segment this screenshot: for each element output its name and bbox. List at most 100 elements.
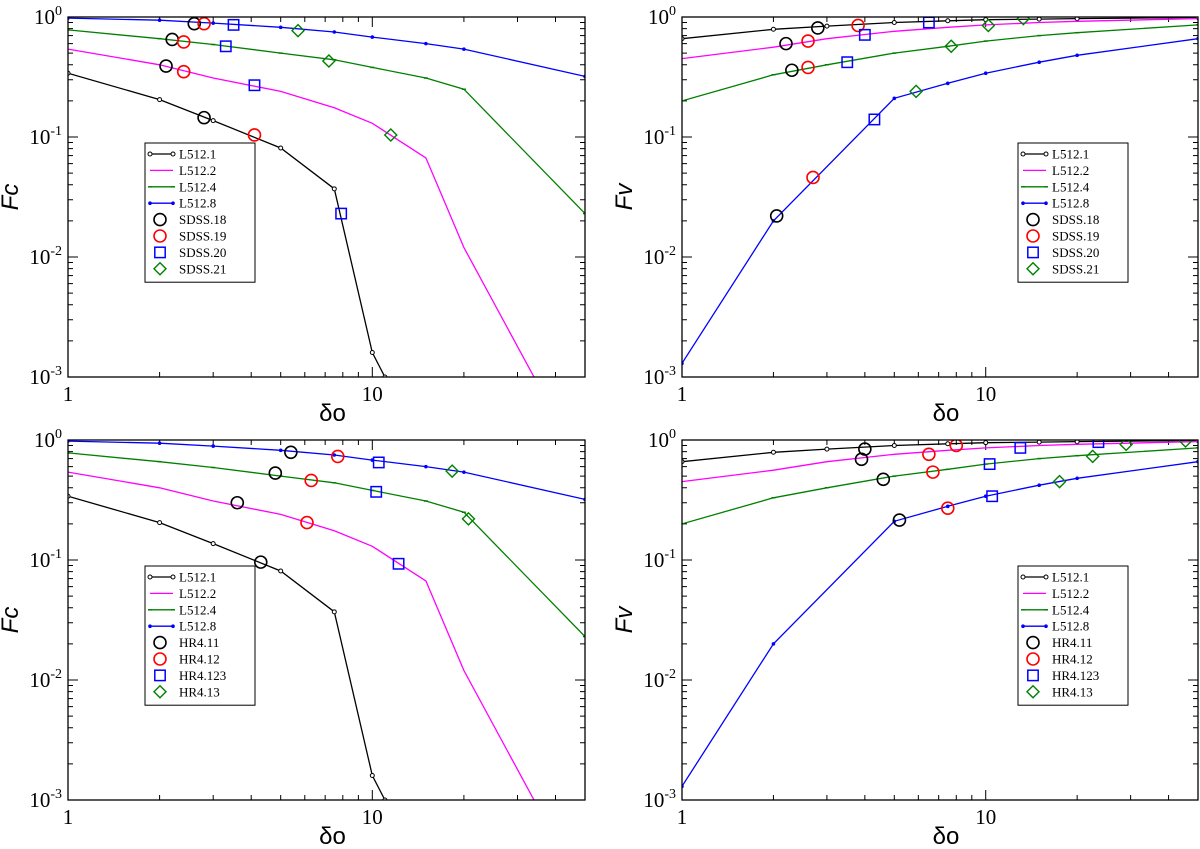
data-point — [370, 485, 383, 498]
legend-marker — [1026, 635, 1040, 650]
data-point — [197, 17, 211, 31]
legend-marker — [170, 151, 176, 157]
series-point — [332, 453, 337, 457]
legend-item: L512.2 — [1023, 163, 1089, 178]
x-tick-label: 10 — [362, 382, 383, 406]
legend-marker — [154, 669, 166, 682]
legend-box — [1017, 142, 1129, 283]
data-point — [922, 17, 935, 29]
legend-label: L512.8 — [179, 196, 216, 211]
data-point — [392, 557, 405, 570]
legend-item: L512.1 — [147, 570, 216, 585]
data-point — [159, 59, 173, 73]
data-point — [926, 465, 940, 479]
legend-item: HR4.123 — [154, 668, 226, 683]
series-point — [891, 19, 897, 25]
points-SDSS.20 — [841, 17, 935, 126]
series-line — [682, 17, 1198, 60]
series-point — [331, 609, 337, 615]
legend-item: L512.1 — [147, 147, 216, 162]
series-point — [211, 21, 215, 25]
legend-marker — [147, 574, 153, 580]
legend: L512.1L512.2L512.4L512.8HR4.11HR4.12HR4.… — [144, 565, 256, 706]
series-L512.2 — [68, 48, 535, 377]
data-point — [383, 127, 398, 142]
data-point — [806, 170, 820, 185]
series-L512.8 — [68, 440, 585, 502]
series-point — [1036, 17, 1042, 22]
data-point — [811, 21, 825, 35]
x-tick-label: 1 — [677, 382, 688, 406]
legend-label: L512.2 — [1052, 163, 1089, 178]
series-point — [1075, 476, 1079, 481]
y-tick-label: 10-3 — [643, 787, 676, 812]
points-HR4.13 — [445, 464, 476, 526]
series-point — [983, 440, 989, 446]
legend-item: SDSS.19 — [1026, 229, 1099, 244]
data-point — [1052, 474, 1067, 489]
series-L512.1 — [682, 440, 1198, 465]
legend-marker — [153, 684, 167, 699]
series-L512.8 — [682, 36, 1198, 366]
legend-marker — [153, 635, 167, 650]
y-tick-label: 10-2 — [29, 667, 62, 692]
legend-label: L512.8 — [1052, 196, 1089, 211]
legend-label: HR4.12 — [179, 652, 220, 667]
legend-marker — [171, 624, 175, 628]
series-point — [1075, 53, 1079, 58]
legend-item: L512.4 — [148, 179, 217, 194]
legend-label: SDSS.19 — [1052, 229, 1099, 244]
legend-label: L512.1 — [1052, 570, 1089, 585]
series-point — [278, 448, 283, 453]
series-point — [369, 350, 375, 356]
series-point — [945, 81, 950, 86]
series-point — [278, 145, 284, 151]
legend-item: SDSS.19 — [153, 229, 226, 244]
series-point — [332, 30, 337, 34]
data-point — [851, 18, 865, 33]
x-tick-label: 1 — [63, 805, 74, 829]
legend: L512.1L512.2L512.4L512.8HR4.11HR4.12HR4.… — [1017, 565, 1129, 706]
data-point — [949, 440, 964, 453]
series-line — [68, 17, 585, 78]
legend-label: L512.2 — [1052, 586, 1089, 601]
plot-frame — [67, 16, 586, 378]
series-L512.4 — [68, 452, 585, 638]
legend-item: SDSS.18 — [153, 212, 226, 227]
data-point — [1092, 440, 1105, 449]
points-SDSS.18 — [159, 17, 211, 125]
legend-item: HR4.123 — [1027, 668, 1099, 683]
data-point — [291, 23, 306, 38]
series-L512.8 — [68, 17, 585, 79]
legend-label: L512.8 — [1052, 619, 1089, 634]
y-tick-label: 10-1 — [643, 124, 676, 149]
legend-marker — [1044, 201, 1048, 205]
plot-area — [682, 440, 1198, 789]
data-point — [372, 456, 385, 469]
series-point — [462, 47, 466, 51]
legend-marker — [1027, 246, 1039, 259]
legend-label: L512.4 — [179, 179, 217, 194]
x-axis-ticks — [67, 17, 586, 377]
legend-item: L512.8 — [1021, 196, 1089, 211]
legend-item: SDSS.20 — [154, 245, 226, 260]
series-point — [891, 442, 897, 448]
legend-item: HR4.12 — [1026, 652, 1093, 667]
plot-frame — [681, 439, 1199, 801]
y-tick-label: 10-2 — [643, 244, 676, 269]
legend-marker — [153, 212, 167, 227]
data-point — [1119, 440, 1134, 452]
data-point — [854, 452, 869, 467]
y-tick-label: 10-1 — [29, 124, 62, 149]
legend-item: SDSS.21 — [1026, 261, 1099, 276]
data-point — [187, 17, 202, 31]
y-tick-label: 10-2 — [29, 244, 62, 269]
legend-box — [144, 565, 256, 706]
series-point — [424, 464, 428, 469]
legend-label: L512.1 — [179, 570, 216, 585]
legend-label: SDSS.18 — [1052, 212, 1099, 227]
legend-item: HR4.13 — [153, 684, 220, 699]
data-point — [779, 36, 793, 51]
points-HR4.12 — [300, 449, 345, 530]
